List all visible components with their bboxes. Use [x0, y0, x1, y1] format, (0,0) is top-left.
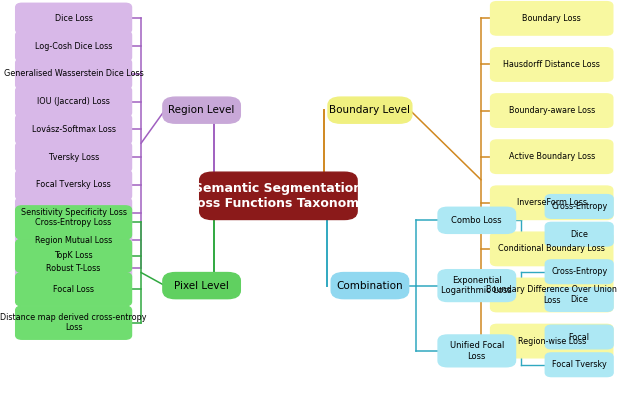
- FancyBboxPatch shape: [490, 2, 613, 35]
- FancyBboxPatch shape: [16, 206, 132, 239]
- FancyBboxPatch shape: [490, 278, 613, 312]
- FancyBboxPatch shape: [545, 288, 613, 311]
- Text: Focal Tversky: Focal Tversky: [552, 360, 607, 369]
- Text: Semantic Segmentation
Loss Functions Taxonomy: Semantic Segmentation Loss Functions Tax…: [189, 182, 367, 210]
- Text: Boundary Level: Boundary Level: [330, 105, 410, 115]
- Text: Log-Cosh Dice Loss: Log-Cosh Dice Loss: [35, 42, 112, 51]
- Text: Combo Loss: Combo Loss: [451, 216, 502, 225]
- FancyBboxPatch shape: [16, 253, 132, 283]
- FancyBboxPatch shape: [16, 170, 132, 200]
- FancyBboxPatch shape: [490, 186, 613, 220]
- FancyBboxPatch shape: [438, 270, 516, 302]
- FancyBboxPatch shape: [16, 306, 132, 339]
- FancyBboxPatch shape: [490, 48, 613, 81]
- FancyBboxPatch shape: [545, 353, 613, 377]
- FancyBboxPatch shape: [328, 97, 412, 123]
- Text: Cross-Entropy Loss: Cross-Entropy Loss: [35, 218, 112, 227]
- FancyBboxPatch shape: [545, 222, 613, 246]
- Text: Focal: Focal: [569, 333, 589, 341]
- FancyBboxPatch shape: [438, 335, 516, 367]
- Text: Cross-Entropy: Cross-Entropy: [551, 267, 607, 276]
- Text: Lovász-Softmax Loss: Lovász-Softmax Loss: [31, 125, 116, 134]
- FancyBboxPatch shape: [490, 232, 613, 266]
- Text: Active Boundary Loss: Active Boundary Loss: [509, 152, 595, 161]
- FancyBboxPatch shape: [163, 97, 241, 123]
- FancyBboxPatch shape: [16, 239, 132, 273]
- Text: Boundary-aware Loss: Boundary-aware Loss: [509, 106, 595, 115]
- Text: Combination: Combination: [337, 281, 403, 290]
- Text: Conditional Boundary Loss: Conditional Boundary Loss: [499, 244, 605, 253]
- Text: Focal Loss: Focal Loss: [53, 285, 94, 294]
- FancyBboxPatch shape: [200, 172, 357, 220]
- Text: IOU (Jaccard) Loss: IOU (Jaccard) Loss: [37, 97, 110, 106]
- FancyBboxPatch shape: [163, 273, 241, 299]
- Text: Boundary Loss: Boundary Loss: [522, 14, 581, 23]
- Text: Boundary Difference Over Union
Loss: Boundary Difference Over Union Loss: [486, 285, 617, 305]
- Text: Cross-Entropy: Cross-Entropy: [551, 202, 607, 211]
- FancyBboxPatch shape: [16, 225, 132, 255]
- FancyBboxPatch shape: [16, 59, 132, 89]
- FancyBboxPatch shape: [332, 273, 409, 299]
- FancyBboxPatch shape: [545, 325, 613, 349]
- Text: InverseForm Loss: InverseForm Loss: [516, 198, 587, 207]
- FancyBboxPatch shape: [16, 142, 132, 172]
- FancyBboxPatch shape: [490, 140, 613, 173]
- Text: TopK Loss: TopK Loss: [54, 251, 93, 260]
- FancyBboxPatch shape: [490, 94, 613, 127]
- FancyBboxPatch shape: [438, 207, 516, 233]
- Text: Unified Focal
Loss: Unified Focal Loss: [450, 341, 504, 361]
- Text: Focal Tversky Loss: Focal Tversky Loss: [36, 180, 111, 189]
- Text: Exponential
Logarithmic Loss: Exponential Logarithmic Loss: [442, 276, 512, 295]
- FancyBboxPatch shape: [16, 114, 132, 144]
- FancyBboxPatch shape: [490, 324, 613, 358]
- Text: Dice: Dice: [570, 230, 588, 239]
- Text: Region-wise Loss: Region-wise Loss: [518, 337, 586, 346]
- FancyBboxPatch shape: [16, 31, 132, 61]
- Text: Robust T-Loss: Robust T-Loss: [47, 264, 100, 273]
- Text: Dice: Dice: [570, 295, 588, 304]
- Text: Tversky Loss: Tversky Loss: [48, 153, 99, 162]
- FancyBboxPatch shape: [16, 197, 132, 228]
- FancyBboxPatch shape: [16, 86, 132, 117]
- FancyBboxPatch shape: [545, 260, 613, 284]
- Text: Region Mutual Loss: Region Mutual Loss: [35, 236, 112, 245]
- Text: Pixel Level: Pixel Level: [174, 281, 229, 290]
- FancyBboxPatch shape: [16, 273, 132, 306]
- Text: Hausdorff Distance Loss: Hausdorff Distance Loss: [503, 60, 600, 69]
- FancyBboxPatch shape: [545, 195, 613, 218]
- Text: Generalised Wasserstein Dice Loss: Generalised Wasserstein Dice Loss: [4, 69, 143, 78]
- FancyBboxPatch shape: [16, 3, 132, 33]
- Text: Region Level: Region Level: [168, 105, 235, 115]
- Text: Dice Loss: Dice Loss: [54, 14, 93, 23]
- Text: Sensitivity Specificity Loss: Sensitivity Specificity Loss: [20, 208, 127, 217]
- Text: Distance map derived cross-entropy
Loss: Distance map derived cross-entropy Loss: [1, 313, 147, 333]
